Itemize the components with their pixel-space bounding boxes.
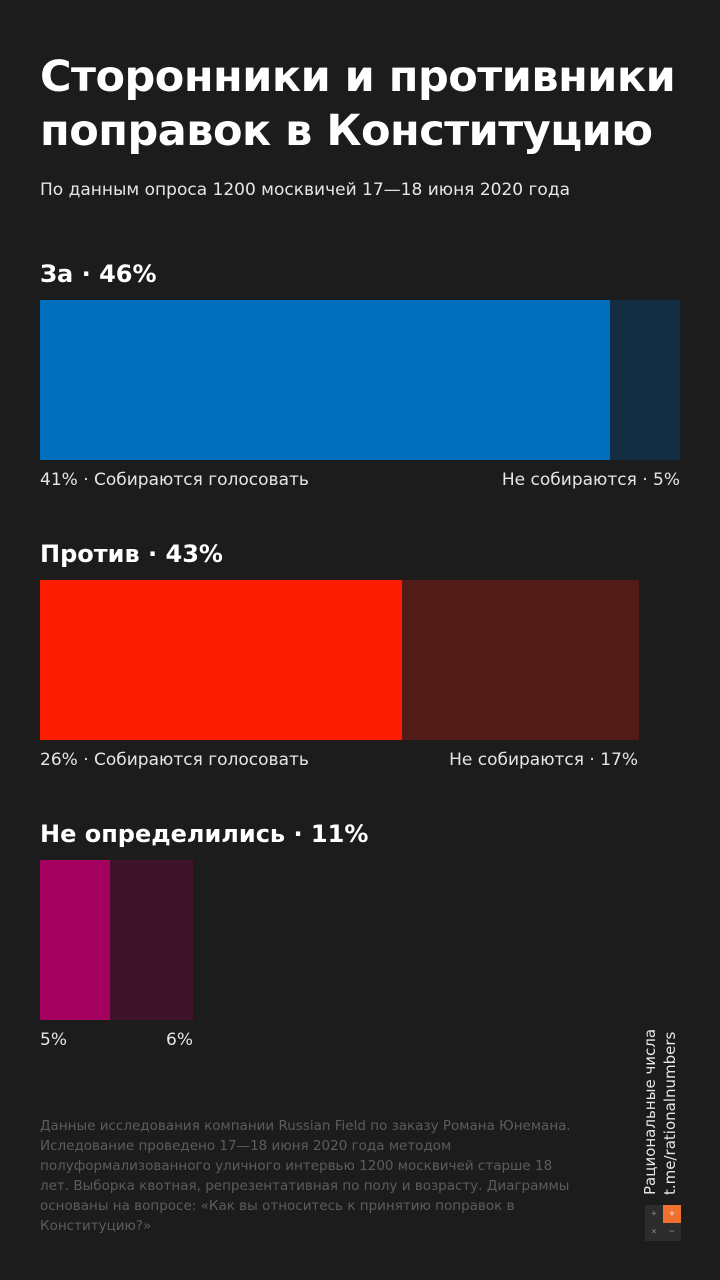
group-label-undecided: Не определились · 11% <box>40 820 369 848</box>
bar-for-not-voting <box>610 300 680 460</box>
brand-text: Рациональные числа t.me/rationalnumbers <box>640 1028 684 1195</box>
label-for-voting: 41% · Собираются голосовать <box>40 470 309 490</box>
brand-logo-icon: + ÷ × − <box>645 1205 681 1241</box>
label-for-not-voting: Не собираются · 5% <box>501 470 680 490</box>
brand-link[interactable]: t.me/rationalnumbers <box>661 1031 679 1195</box>
group-label-for: За · 46% <box>40 260 157 288</box>
logo-plus-icon: + <box>645 1205 663 1223</box>
bar-undecided-1 <box>40 860 110 1020</box>
chart-title: Сторонники и противники поправок в Конст… <box>40 52 676 156</box>
chart-subtitle: По данным опроса 1200 москвичей 17—18 ию… <box>40 180 570 200</box>
label-undecided-1: 5% <box>40 1030 67 1050</box>
label-against-not-voting: Не собираются · 17% <box>449 750 638 770</box>
bar-for-voting <box>40 300 610 460</box>
bar-against-voting <box>40 580 402 740</box>
footnote: Данные исследования компании Russian Fie… <box>40 1118 571 1234</box>
bar-undecided-2 <box>110 860 193 1020</box>
logo-minus-icon: − <box>663 1223 681 1241</box>
brand-name: Рациональные числа <box>641 1028 659 1195</box>
label-undecided-2: 6% <box>166 1030 193 1050</box>
logo-times-icon: × <box>645 1223 663 1241</box>
bar-against-not-voting <box>402 580 639 740</box>
logo-divide-icon: ÷ <box>663 1205 681 1223</box>
group-label-against: Против · 43% <box>40 540 223 568</box>
label-against-voting: 26% · Собираются голосовать <box>40 750 309 770</box>
